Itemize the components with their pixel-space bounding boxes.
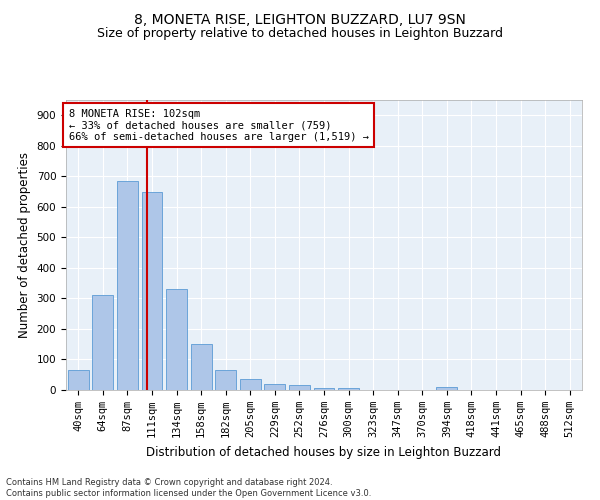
Bar xyxy=(166,290,187,390)
Text: 8, MONETA RISE, LEIGHTON BUZZARD, LU7 9SN: 8, MONETA RISE, LEIGHTON BUZZARD, LU7 9S… xyxy=(134,12,466,26)
Bar xyxy=(191,344,212,390)
Bar xyxy=(314,388,334,390)
Bar xyxy=(142,192,163,390)
Bar xyxy=(338,388,359,390)
Text: Size of property relative to detached houses in Leighton Buzzard: Size of property relative to detached ho… xyxy=(97,28,503,40)
Text: Contains HM Land Registry data © Crown copyright and database right 2024.
Contai: Contains HM Land Registry data © Crown c… xyxy=(6,478,371,498)
Bar xyxy=(117,181,138,390)
Bar xyxy=(265,384,286,390)
Bar xyxy=(68,370,89,390)
Bar xyxy=(289,386,310,390)
Bar xyxy=(92,296,113,390)
Y-axis label: Number of detached properties: Number of detached properties xyxy=(18,152,31,338)
X-axis label: Distribution of detached houses by size in Leighton Buzzard: Distribution of detached houses by size … xyxy=(146,446,502,458)
Bar xyxy=(436,387,457,390)
Bar xyxy=(215,370,236,390)
Bar xyxy=(240,380,261,390)
Text: 8 MONETA RISE: 102sqm
← 33% of detached houses are smaller (759)
66% of semi-det: 8 MONETA RISE: 102sqm ← 33% of detached … xyxy=(68,108,368,142)
